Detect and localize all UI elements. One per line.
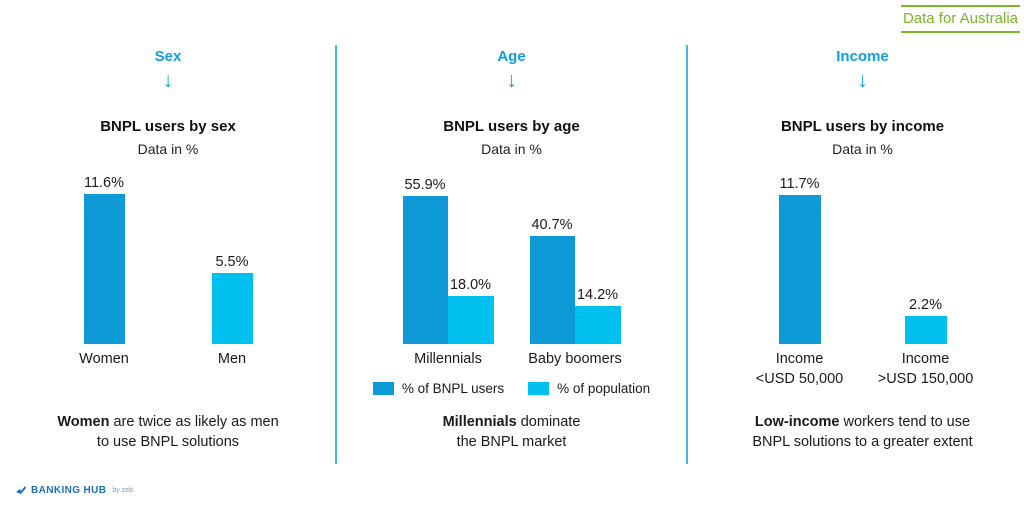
value-label: 55.9% [404, 177, 446, 193]
chart-subtitle-income: Data in % [832, 141, 893, 157]
bar-high-income [904, 316, 947, 344]
country-badge: Data for Australia [900, 5, 1020, 33]
chart-title-income: BNPL users by income [780, 118, 945, 135]
bar-boomers-users [529, 236, 575, 344]
down-arrow-icon: ↓ [162, 69, 174, 92]
bar-group-men: 5.5% [168, 254, 296, 344]
bar-men [211, 273, 253, 344]
chart-subtitle-age: Data in % [481, 141, 542, 157]
bar-group-women: 11.6% [40, 175, 168, 344]
bar-group-low-income: 11.7% [737, 176, 863, 344]
category-axis-sex: Women Men [0, 349, 336, 369]
down-arrow-icon: ↓ [857, 69, 868, 92]
note-bold: Low-income [754, 414, 840, 430]
note-text: dominate [516, 414, 581, 430]
bar-chart-sex: 11.6% 5.5% [0, 170, 336, 344]
legend-swatch-light-icon [528, 382, 550, 395]
brand-word-hub: HUB [83, 485, 107, 496]
chart-subtitle-sex: Data in % [137, 141, 199, 157]
legend-item-population: % of population [528, 381, 650, 396]
panel-sex: Sex ↓ BNPL users by sex Data in % 11.6% … [0, 0, 336, 506]
takeaway-note-sex: Women are twice as likely as men to use … [0, 412, 336, 452]
legend-swatch-dark-icon [372, 382, 394, 395]
panel-income: Income ↓ BNPL users by income Data in % … [687, 0, 1024, 506]
axis-label-line2: >USD 150,000 [877, 371, 974, 387]
bankinghub-logo: BANKING HUB by zeb [16, 485, 133, 496]
note-text-line2: to use BNPL solutions [96, 434, 240, 450]
axis-label-high-income: Income >USD 150,000 [863, 349, 989, 389]
legend: % of BNPL users % of population [336, 381, 687, 396]
bar-women [83, 194, 125, 344]
bar-group-baby-boomers: 40.7% 14.2% [512, 217, 639, 344]
axis-label-line1: Income [901, 351, 950, 367]
axis-label-low-income: Income <USD 50,000 [737, 349, 863, 389]
panel-divider [335, 45, 337, 464]
chart-title-sex: BNPL users by sex [100, 118, 236, 135]
bar-millennials-users [402, 196, 448, 344]
bar-millennials-population [447, 296, 494, 344]
category-label-income: Income [836, 48, 889, 65]
axis-label-line2: <USD 50,000 [755, 371, 844, 387]
value-label: 11.7% [779, 176, 820, 192]
bar-chart-income: 11.7% 2.2% [701, 170, 1024, 344]
panel-age: Age ↓ BNPL users by age Data in % 55.9% … [336, 0, 687, 506]
value-label: 2.2% [908, 297, 943, 313]
brand-word-banking: BANKING [31, 485, 81, 496]
legend-label: % of BNPL users [401, 381, 505, 396]
bar-low-income [778, 195, 821, 344]
bar-group-millennials: 55.9% 18.0% [385, 177, 512, 344]
value-label: 5.5% [215, 254, 249, 270]
axis-label-line1: Income [775, 351, 824, 367]
axis-label-women: Women [79, 351, 129, 367]
category-label-age: Age [497, 48, 526, 65]
legend-label: % of population [557, 381, 651, 396]
value-label: 11.6% [83, 175, 125, 191]
bar-boomers-population [574, 306, 621, 344]
category-label-sex: Sex [154, 48, 182, 65]
takeaway-note-age: Millennials dominate the BNPL market [336, 412, 687, 452]
brand-name: BANKING HUB [31, 485, 106, 496]
down-arrow-icon: ↓ [506, 69, 517, 92]
brand-byline: by zeb [112, 487, 133, 494]
axis-label-men: Men [217, 351, 247, 367]
axis-label-baby-boomers: Baby boomers [528, 351, 622, 367]
panel-divider [686, 45, 688, 464]
category-axis-age: Millennials Baby boomers [336, 349, 687, 369]
note-text: are twice as likely as men [109, 414, 279, 430]
chart-title-age: BNPL users by age [443, 118, 580, 135]
value-label: 40.7% [531, 217, 573, 233]
note-bold: Women [57, 414, 110, 430]
category-axis-income: Income <USD 50,000 Income >USD 150,000 [701, 349, 1024, 389]
bankinghub-logo-icon [16, 486, 26, 494]
axis-label-millennials: Millennials [414, 351, 482, 367]
takeaway-note-income: Low-income workers tend to use BNPL solu… [701, 412, 1024, 452]
value-label: 18.0% [449, 277, 492, 293]
note-text-line2: BNPL solutions to a greater extent [752, 434, 973, 450]
value-label: 14.2% [576, 287, 619, 303]
legend-item-users: % of BNPL users [372, 381, 505, 396]
bar-group-high-income: 2.2% [863, 297, 989, 344]
note-text-line2: the BNPL market [456, 434, 567, 450]
note-bold: Millennials [442, 414, 517, 430]
bar-chart-age: 55.9% 18.0% 40.7% 14.2% [336, 170, 687, 344]
note-text: workers tend to use [839, 414, 971, 430]
